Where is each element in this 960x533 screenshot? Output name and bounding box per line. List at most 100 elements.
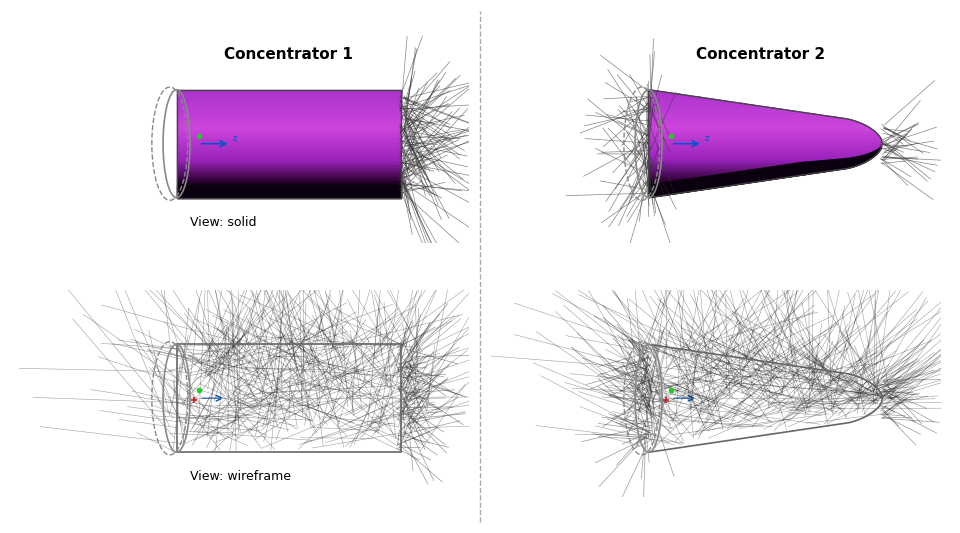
Polygon shape xyxy=(649,102,743,103)
Polygon shape xyxy=(177,94,401,95)
Polygon shape xyxy=(649,133,877,134)
Polygon shape xyxy=(177,155,401,156)
Polygon shape xyxy=(177,135,401,137)
Polygon shape xyxy=(177,180,401,181)
Polygon shape xyxy=(649,115,826,116)
Polygon shape xyxy=(177,147,401,148)
Polygon shape xyxy=(177,112,401,114)
Polygon shape xyxy=(177,167,401,168)
Polygon shape xyxy=(177,196,401,198)
Polygon shape xyxy=(177,110,401,111)
Polygon shape xyxy=(649,110,795,111)
Polygon shape xyxy=(177,111,401,112)
Polygon shape xyxy=(177,96,401,98)
Polygon shape xyxy=(177,99,401,101)
Polygon shape xyxy=(177,102,401,103)
Polygon shape xyxy=(177,115,401,117)
Polygon shape xyxy=(177,126,401,127)
Polygon shape xyxy=(177,109,401,110)
Polygon shape xyxy=(649,173,815,174)
Polygon shape xyxy=(649,105,763,107)
Polygon shape xyxy=(649,170,837,172)
Polygon shape xyxy=(177,124,401,125)
Polygon shape xyxy=(649,127,870,128)
Text: z: z xyxy=(232,134,237,143)
Polygon shape xyxy=(649,177,783,179)
Polygon shape xyxy=(177,98,401,99)
Polygon shape xyxy=(649,188,711,190)
Polygon shape xyxy=(177,161,401,163)
Text: Concentrator 2: Concentrator 2 xyxy=(696,47,826,62)
Polygon shape xyxy=(177,188,401,190)
Polygon shape xyxy=(649,90,658,91)
Polygon shape xyxy=(177,191,401,192)
Polygon shape xyxy=(177,106,401,107)
Polygon shape xyxy=(177,195,401,196)
Polygon shape xyxy=(649,141,880,142)
Polygon shape xyxy=(177,168,401,169)
Polygon shape xyxy=(177,190,401,191)
Polygon shape xyxy=(177,160,401,161)
Polygon shape xyxy=(177,142,401,144)
Polygon shape xyxy=(649,160,867,162)
Polygon shape xyxy=(649,99,721,101)
Polygon shape xyxy=(177,90,401,91)
Polygon shape xyxy=(649,122,860,124)
Polygon shape xyxy=(177,148,401,149)
Polygon shape xyxy=(649,147,880,148)
Polygon shape xyxy=(649,148,880,150)
Polygon shape xyxy=(177,185,401,187)
Polygon shape xyxy=(177,117,401,118)
Polygon shape xyxy=(649,195,669,196)
Polygon shape xyxy=(649,101,732,102)
Polygon shape xyxy=(177,165,401,167)
Polygon shape xyxy=(177,127,401,129)
Polygon shape xyxy=(177,181,401,183)
Text: Concentrator 1: Concentrator 1 xyxy=(225,47,353,62)
Polygon shape xyxy=(177,104,401,106)
Polygon shape xyxy=(177,137,401,138)
Polygon shape xyxy=(649,120,857,122)
Polygon shape xyxy=(649,168,847,170)
Polygon shape xyxy=(177,175,401,176)
Polygon shape xyxy=(649,96,701,98)
Polygon shape xyxy=(177,122,401,124)
Polygon shape xyxy=(177,101,401,102)
Polygon shape xyxy=(177,119,401,121)
Polygon shape xyxy=(177,130,401,132)
Polygon shape xyxy=(177,171,401,172)
Polygon shape xyxy=(649,164,860,165)
Polygon shape xyxy=(177,103,401,104)
Polygon shape xyxy=(177,92,401,94)
Polygon shape xyxy=(649,107,774,108)
Polygon shape xyxy=(649,116,837,117)
Polygon shape xyxy=(177,177,401,179)
Polygon shape xyxy=(649,150,879,151)
Polygon shape xyxy=(649,125,867,127)
Polygon shape xyxy=(649,103,752,105)
Polygon shape xyxy=(649,174,805,176)
Polygon shape xyxy=(649,158,872,159)
Polygon shape xyxy=(649,93,680,94)
Polygon shape xyxy=(649,172,826,173)
Polygon shape xyxy=(177,150,401,152)
Polygon shape xyxy=(649,124,865,125)
Polygon shape xyxy=(649,94,689,96)
Polygon shape xyxy=(177,158,401,160)
Polygon shape xyxy=(177,157,401,158)
Polygon shape xyxy=(177,172,401,173)
Polygon shape xyxy=(649,117,847,119)
Polygon shape xyxy=(649,142,880,144)
Polygon shape xyxy=(177,176,401,177)
Polygon shape xyxy=(177,95,401,96)
Polygon shape xyxy=(177,164,401,165)
Polygon shape xyxy=(649,131,876,133)
Polygon shape xyxy=(177,149,401,150)
Polygon shape xyxy=(649,184,743,185)
Polygon shape xyxy=(177,173,401,175)
Text: View: solid: View: solid xyxy=(190,216,256,229)
Polygon shape xyxy=(649,182,752,184)
Polygon shape xyxy=(177,183,401,184)
Polygon shape xyxy=(649,98,711,99)
Polygon shape xyxy=(649,156,875,158)
